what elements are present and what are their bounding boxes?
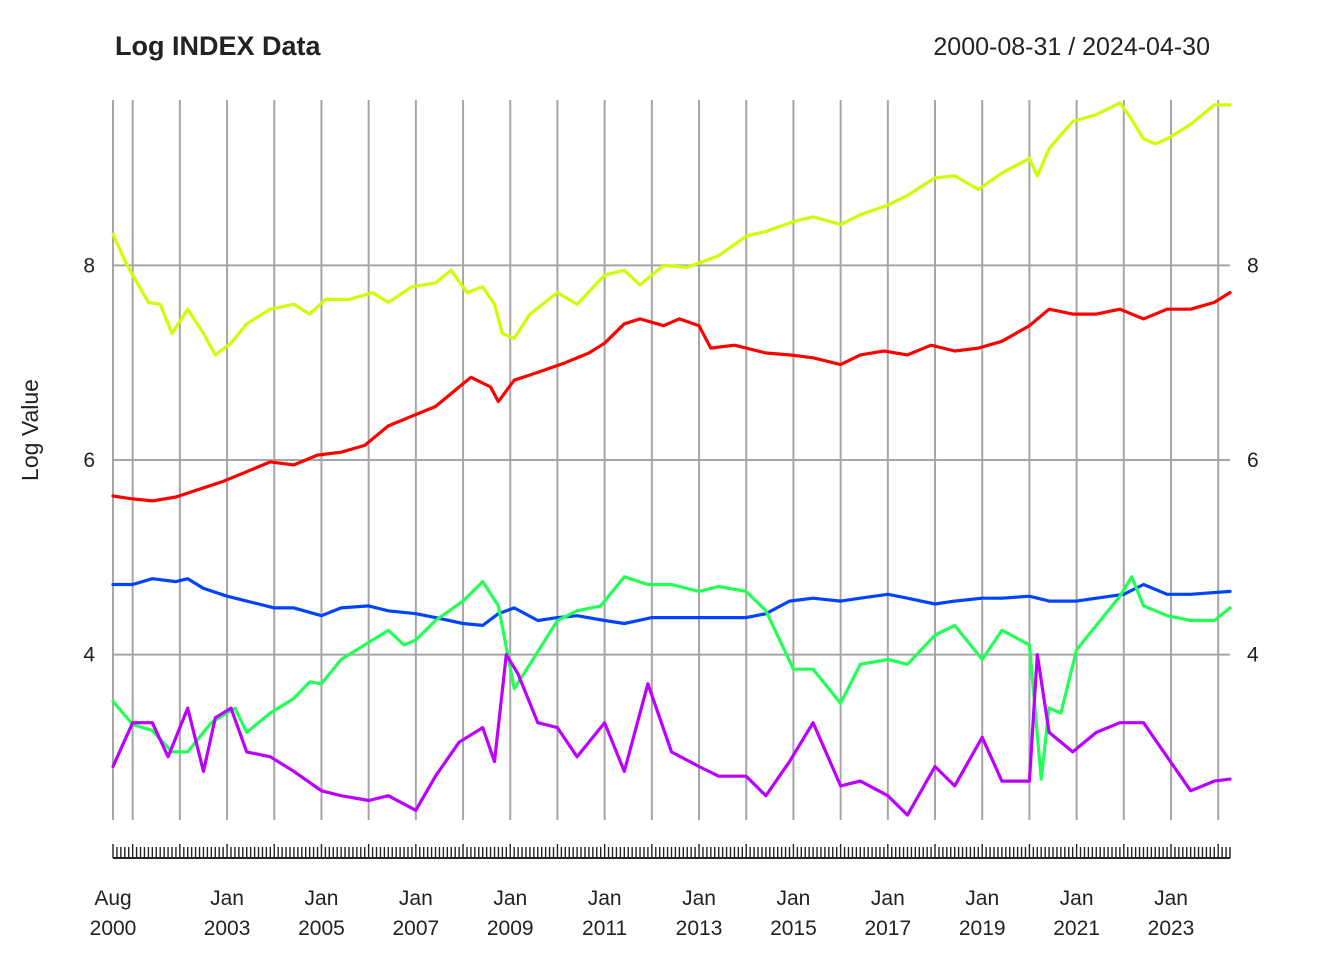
x-tick-label-month: Jan (1060, 887, 1094, 910)
date-range-label: 2000-08-31 / 2024-04-30 (933, 33, 1210, 61)
series-line-3 (111, 577, 1232, 628)
x-tick-label-year: 2000 (90, 917, 137, 940)
x-tick-label-year: 2023 (1148, 917, 1195, 940)
x-tick-label-month: Jan (965, 887, 999, 910)
x-tick-label-year: 2017 (864, 917, 911, 940)
x-tick-label-month: Aug (94, 887, 131, 910)
y-tick-label-right: 8 (1247, 254, 1259, 277)
x-tick-label-month: Jan (305, 887, 339, 910)
series-line-2 (111, 291, 1232, 503)
series-line-5 (111, 652, 1232, 817)
x-tick-label-year: 2007 (392, 917, 439, 940)
x-tick-label-month: Jan (776, 887, 810, 910)
x-tick-label-year: 2003 (204, 917, 251, 940)
series-layer (111, 101, 1232, 817)
y-tick-label-left: 4 (83, 644, 95, 667)
chart-title: Log INDEX Data (115, 31, 322, 61)
y-tick-label-left: 6 (83, 449, 95, 472)
x-tick-label-year: 2021 (1053, 917, 1100, 940)
y-axis-ticks: 4 4 6 6 8 8 (83, 254, 1259, 666)
x-tick-label-year: 2009 (487, 917, 534, 940)
x-tick-label-month: Jan (588, 887, 622, 910)
x-tick-label-month: Jan (1154, 887, 1188, 910)
x-axis: Aug 2000 Jan 2003 Jan 2005 Jan 2007 Jan 2009 Jan 20… (90, 844, 1231, 940)
x-tick-label-year: 2011 (582, 917, 627, 940)
y-axis-label: Log Value (17, 379, 43, 481)
x-tick-label-year: 2005 (298, 917, 345, 940)
series-line-4 (111, 575, 1232, 781)
y-tick-label-right: 6 (1247, 449, 1259, 472)
x-tick-label-year: 2015 (770, 917, 817, 940)
x-tick-label-year: 2019 (959, 917, 1006, 940)
x-tick-label-month: Jan (210, 887, 244, 910)
x-tick-label-month: Jan (871, 887, 905, 910)
x-tick-label-month: Jan (493, 887, 527, 910)
x-tick-label-month: Jan (682, 887, 716, 910)
x-tick-label-year: 2013 (676, 917, 723, 940)
y-tick-label-right: 4 (1247, 644, 1259, 667)
series-line-1 (111, 101, 1232, 357)
x-tick-label-month: Jan (399, 887, 433, 910)
y-tick-label-left: 8 (83, 254, 95, 277)
vertical-gridlines (112, 100, 1220, 820)
